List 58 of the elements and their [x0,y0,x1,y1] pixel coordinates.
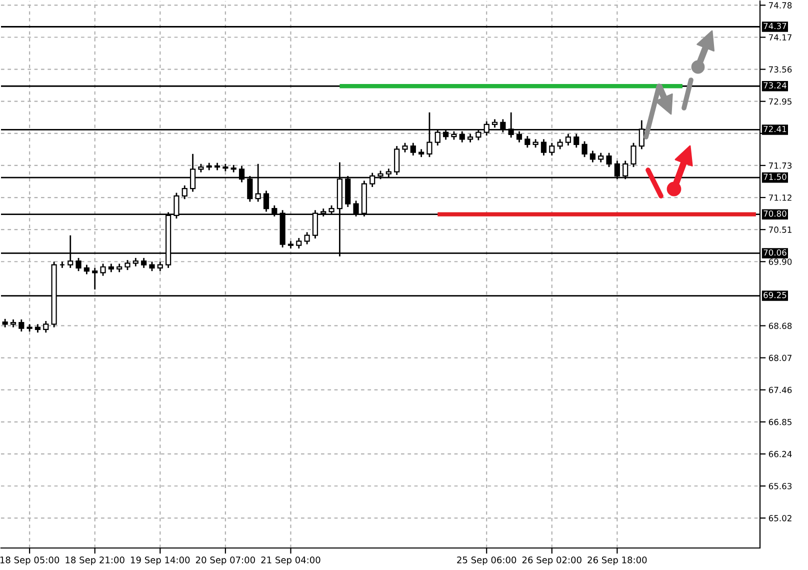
x-tick-label: 18 Sep 21:00 [66,556,124,566]
y-tick-label: 68.07 [768,354,792,362]
x-tick-label: 25 Sep 06:00 [457,556,516,566]
x-tick-label: 20 Sep 07:00 [196,556,255,566]
candlestick [76,257,82,272]
y-tick-label: 65.02 [768,515,792,522]
candlestick [304,232,310,245]
candlestick [263,190,270,212]
candlestick [557,138,563,150]
candlestick [100,263,106,277]
ref-line-label: 72.41 [764,126,786,132]
x-tick-label: 19 Sep 14:00 [131,556,190,566]
candlestick [590,150,596,164]
y-tick-label: 73.56 [769,66,792,73]
candlestick [84,264,90,275]
y-tick-label: 74.78 [769,2,792,8]
ref-line-label: 71.50 [764,174,786,180]
y-tick-label: 71.12 [769,194,792,201]
ref-line-label: 73.24 [764,82,786,89]
candlestick [124,259,130,271]
candlestick [524,135,530,148]
ref-line-label: 70.80 [764,210,786,217]
ref-line-label: 70.06 [764,249,786,256]
ref-line-label: 74.37 [764,22,786,30]
candlestick [582,140,588,158]
candlestick [149,260,155,272]
candlestick [43,320,49,334]
ref-line-label: 69.25 [764,292,786,298]
x-tick-label: 18 Sep 05:00 [0,556,60,566]
y-tick-label: 66.85 [768,418,792,426]
candlestick [92,267,98,290]
y-tick-label: 67.46 [768,386,792,394]
candlestick [549,142,555,156]
candlestick [410,142,416,156]
x-tick-label: 21 Sep 04:00 [261,556,320,566]
y-tick-label: 68.68 [768,322,792,330]
y-tick-label: 72.95 [769,98,792,105]
y-tick-label: 71.73 [769,162,792,169]
y-tick-label: 74.17 [769,34,792,40]
candlestick [182,184,188,200]
candlestick [574,133,580,148]
y-tick-label: 65.63 [768,482,792,490]
candlestick [157,260,163,272]
candlestick [296,237,302,250]
candlestick [565,133,572,146]
candlestick [394,145,400,176]
candlestick [540,138,547,156]
y-tick-label: 70.51 [769,226,792,233]
candlestick [402,142,408,154]
candlestick [18,318,24,332]
candlestick [630,142,636,168]
candlestick [141,257,147,269]
x-tick-label: 26 Sep 02:00 [522,556,582,566]
candlestick [606,152,612,168]
x-tick-label: 26 Sep 18:00 [588,556,647,566]
candlestick [598,152,604,164]
y-tick-label: 66.24 [768,450,792,458]
y-tick-label: 69.90 [768,258,792,265]
